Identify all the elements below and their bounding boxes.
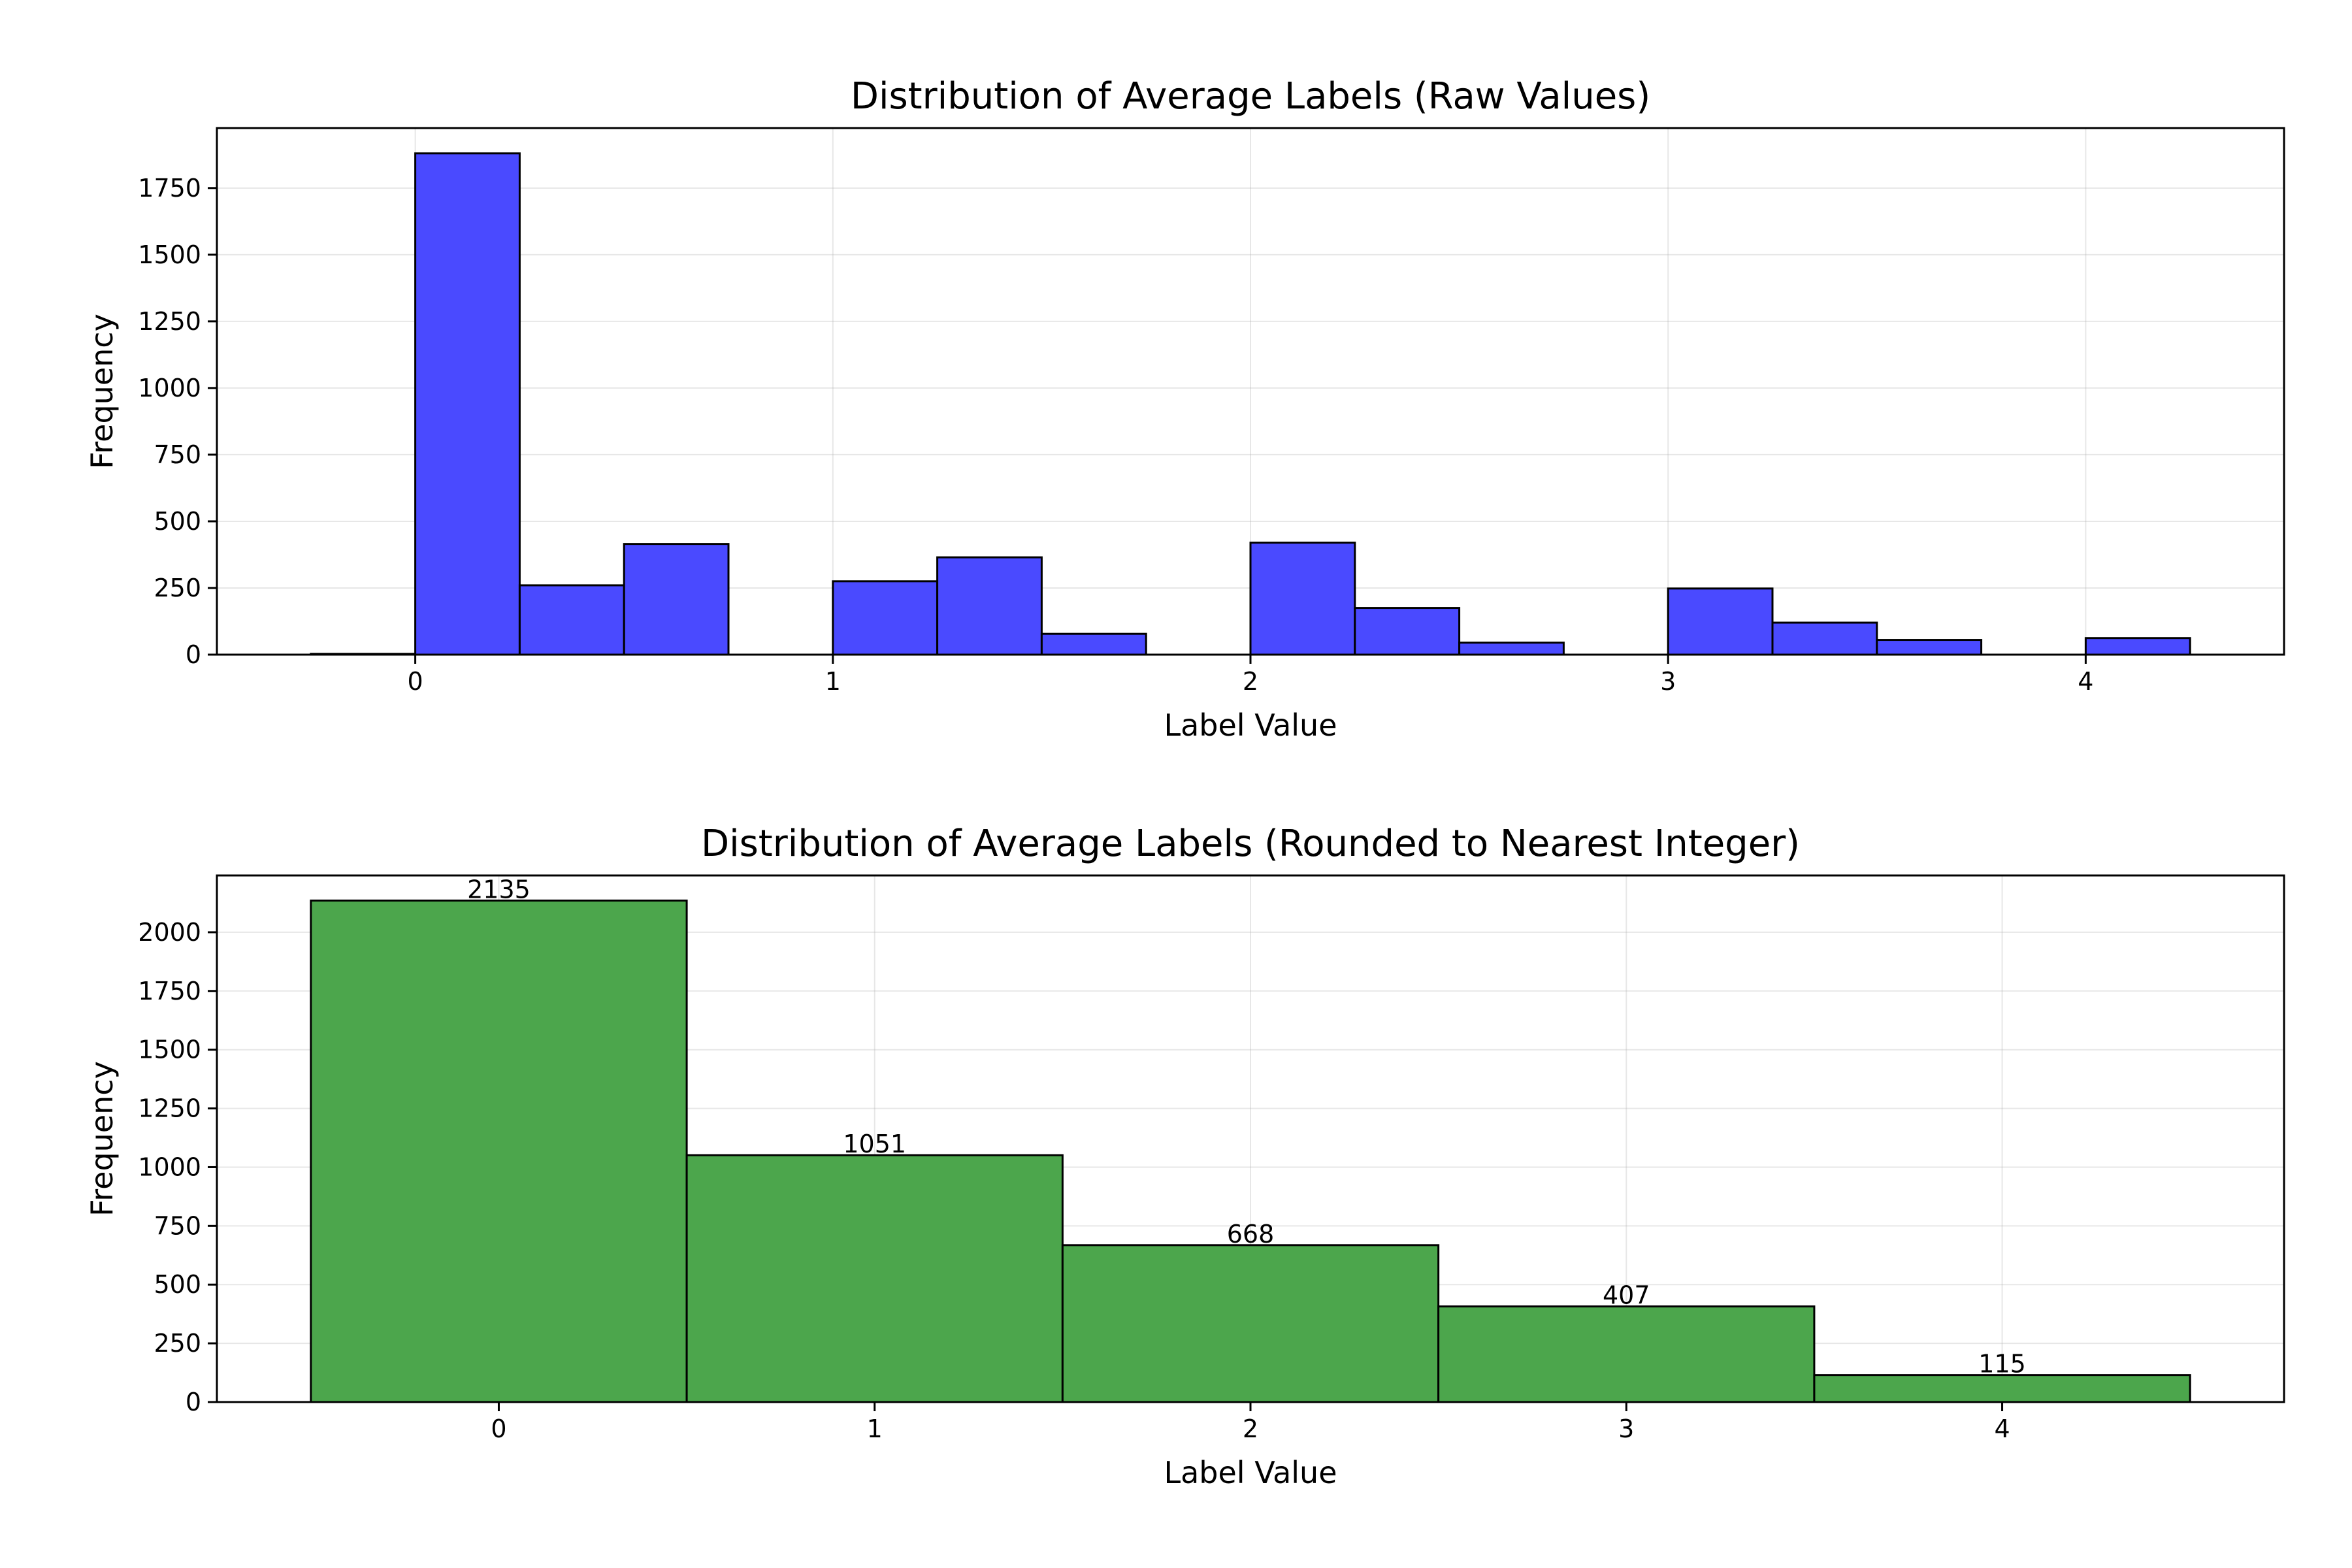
raw-chart-x-tick-label: 4 <box>2078 667 2093 696</box>
raw-chart-x-tick-label: 0 <box>408 667 423 696</box>
rounded-chart-bar <box>1813 1374 2191 1403</box>
raw-chart-x-tick-label: 1 <box>825 667 841 696</box>
raw-chart-y-tick-label: 750 <box>154 440 201 469</box>
raw-values-histogram-panel: Distribution of Average Labels (Raw Valu… <box>84 75 2285 743</box>
rounded-chart-bar-value-label: 407 <box>1603 1281 1650 1310</box>
rounded-chart-bar-value-label: 1051 <box>843 1130 906 1158</box>
rounded-chart-y-tick-label: 1500 <box>138 1036 201 1064</box>
raw-chart-bar <box>1771 621 1878 656</box>
raw-chart-bar <box>1249 542 1356 656</box>
rounded-chart-bars <box>310 899 2191 1403</box>
rounded-chart-y-tick-label: 1250 <box>138 1094 201 1123</box>
rounded-chart-y-ticks: 0 250 500 750 1000 1250 1500 1750 2000 <box>138 918 217 1416</box>
raw-chart-bar <box>623 543 730 656</box>
raw-chart-bar <box>1040 632 1147 656</box>
rounded-chart-bar-value-label: 2135 <box>467 875 531 904</box>
rounded-chart-title: Distribution of Average Labels (Rounded … <box>701 823 1800 865</box>
rounded-chart-y-tick-label: 1000 <box>138 1152 201 1181</box>
rounded-chart-bar-value-label: 668 <box>1227 1220 1275 1249</box>
rounded-chart-bar <box>1437 1305 1816 1403</box>
rounded-chart-y-tick-label: 500 <box>154 1270 201 1299</box>
raw-chart-y-ticks: 0 250 500 750 1000 1250 1500 1750 <box>138 174 217 669</box>
raw-chart-y-tick-label: 1500 <box>138 240 201 269</box>
rounded-chart-bar <box>310 899 688 1403</box>
rounded-values-histogram-panel: Distribution of Average Labels (Rounded … <box>84 823 2285 1490</box>
raw-chart-bar <box>1354 607 1461 656</box>
rounded-chart-x-axis-label: Label Value <box>1164 1455 1337 1490</box>
raw-chart-bars <box>310 152 2191 656</box>
rounded-chart-y-tick-label: 1750 <box>138 977 201 1005</box>
raw-chart-bar <box>1876 639 1983 656</box>
rounded-chart-data-labels: 2135 1051 668 407 115 <box>467 875 2026 1378</box>
rounded-chart-x-tick-label: 1 <box>867 1414 883 1443</box>
rounded-chart-y-tick-label: 750 <box>154 1211 201 1240</box>
rounded-chart-y-axis-label: Frequency <box>84 1061 120 1217</box>
raw-chart-x-tick-label: 3 <box>1660 667 1676 696</box>
rounded-chart-y-tick-label: 2000 <box>138 918 201 947</box>
raw-chart-bar <box>518 584 625 656</box>
rounded-chart-bar <box>1061 1244 1440 1403</box>
raw-chart-x-axis-label: Label Value <box>1164 708 1337 743</box>
raw-chart-bar <box>936 556 1043 656</box>
raw-chart-bar <box>2084 637 2191 656</box>
rounded-chart-y-tick-label: 0 <box>186 1388 201 1416</box>
raw-chart-title: Distribution of Average Labels (Raw Valu… <box>851 75 1650 118</box>
raw-chart-y-axis-label: Frequency <box>84 314 120 469</box>
raw-chart-x-tick-label: 2 <box>1243 667 1258 696</box>
rounded-chart-y-tick-label: 250 <box>154 1329 201 1358</box>
raw-chart-y-tick-label: 250 <box>154 574 201 602</box>
raw-chart-bar <box>1667 587 1774 656</box>
rounded-chart-bar <box>685 1154 1064 1403</box>
raw-chart-y-tick-label: 1750 <box>138 174 201 203</box>
raw-chart-y-tick-label: 500 <box>154 507 201 536</box>
raw-chart-y-tick-label: 0 <box>186 640 201 669</box>
rounded-chart-x-tick-label: 0 <box>491 1414 506 1443</box>
raw-chart-y-tick-label: 1250 <box>138 307 201 336</box>
rounded-chart-x-tick-label: 2 <box>1243 1414 1258 1443</box>
rounded-chart-x-tick-label: 4 <box>1994 1414 2010 1443</box>
rounded-chart-bar-value-label: 115 <box>1978 1350 2026 1379</box>
raw-chart-bar <box>414 152 521 656</box>
rounded-chart-x-tick-label: 3 <box>1618 1414 1634 1443</box>
raw-chart-y-tick-label: 1000 <box>138 374 201 402</box>
rounded-chart-x-ticks: 0 1 2 3 4 <box>491 1402 2010 1443</box>
raw-chart-x-ticks: 0 1 2 3 4 <box>408 655 2093 696</box>
raw-chart-bar <box>1458 642 1565 656</box>
raw-chart-bar <box>832 580 939 656</box>
